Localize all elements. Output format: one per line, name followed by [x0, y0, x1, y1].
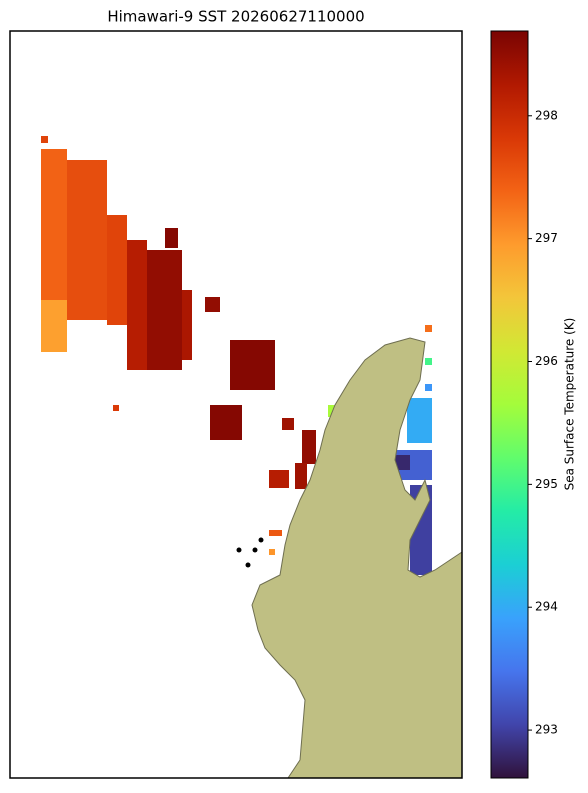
- sst-cell: [205, 297, 220, 312]
- dot: [236, 547, 242, 553]
- sst-cell: [282, 418, 294, 430]
- colorbar-tick-label: 293: [535, 723, 558, 737]
- sst-cell: [230, 340, 275, 390]
- land: [251, 337, 463, 779]
- sst-cell: [210, 405, 242, 440]
- colorbar-tick-label: 294: [535, 600, 558, 614]
- dot: [252, 547, 258, 553]
- sst-cell: [302, 430, 316, 464]
- sst-cell: [147, 250, 182, 370]
- dot: [245, 562, 251, 568]
- sst-cell: [425, 325, 432, 332]
- colorbar-tick-label: 296: [535, 354, 558, 368]
- sst-cell: [67, 160, 107, 320]
- sst-cell: [269, 530, 282, 536]
- colorbar-tick-label: 298: [535, 108, 558, 122]
- map: [41, 136, 432, 575]
- map-frame: [9, 30, 463, 779]
- title: Himawari-9 SST 20260627110000: [107, 8, 364, 26]
- sst-cell: [425, 358, 432, 365]
- colorbar: [490, 30, 529, 779]
- sst-cell: [113, 405, 119, 411]
- sst-cell: [269, 549, 275, 555]
- sst-cell: [41, 136, 48, 143]
- sst-cell: [127, 240, 147, 370]
- sst-cell: [165, 228, 178, 248]
- sst-cell: [107, 215, 127, 325]
- sst-cell: [425, 384, 432, 391]
- markers: [236, 537, 264, 568]
- sst-cell: [269, 470, 289, 488]
- sst-cell: [41, 300, 67, 352]
- colorbar-tick-label: 297: [535, 231, 558, 245]
- colorbar-label: Sea Surface Temperature (K): [563, 318, 577, 491]
- sst-cell: [295, 463, 307, 489]
- sst-cell: [182, 290, 192, 360]
- sst-cell: [41, 149, 67, 300]
- sst-cell: [407, 398, 432, 443]
- colorbar-tick-label: 295: [535, 477, 558, 491]
- sst-cell: [395, 455, 410, 470]
- dot: [258, 537, 264, 543]
